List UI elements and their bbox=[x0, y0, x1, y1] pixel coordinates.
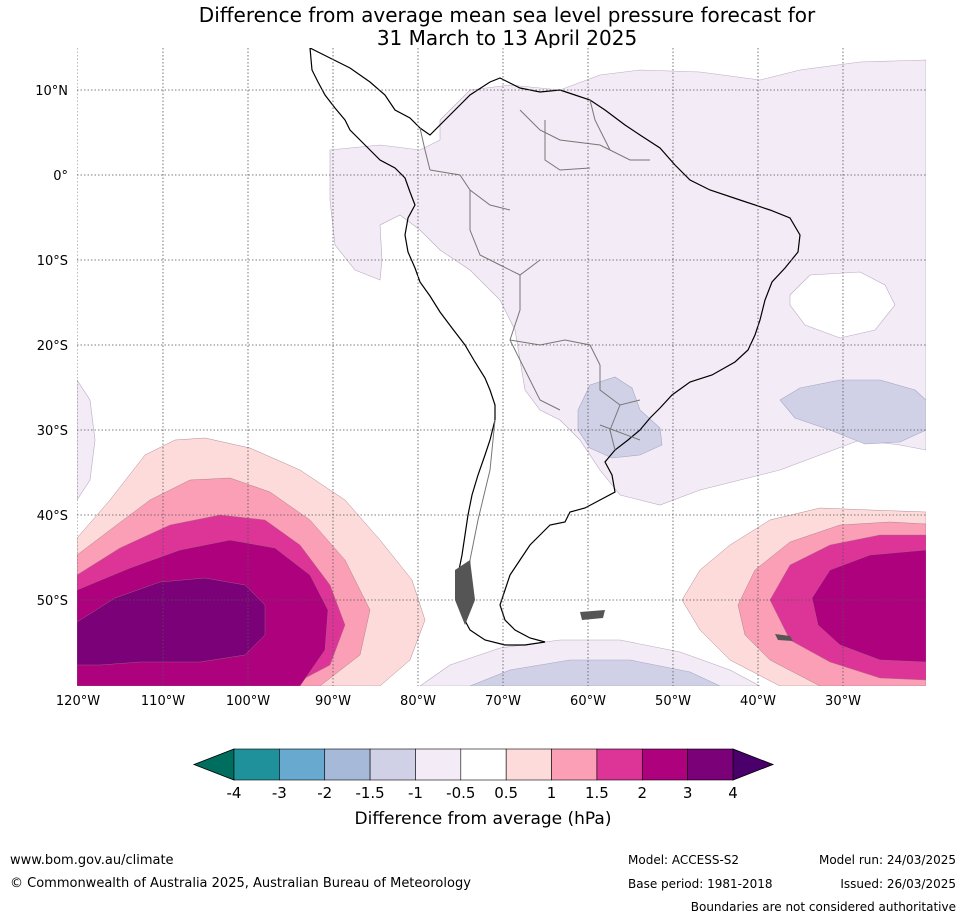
colorbar-segment bbox=[596, 748, 643, 781]
lat-label: 30°S bbox=[37, 424, 68, 439]
colorbar-tick-label: -1 bbox=[408, 784, 423, 802]
model-name: Model: ACCESS-S2 bbox=[628, 853, 740, 867]
lon-label: 90°W bbox=[315, 694, 351, 709]
colorbar-tick-label: 1 bbox=[547, 784, 557, 802]
model-run: Model run: 24/03/2025 bbox=[818, 853, 956, 867]
colorbar-tick-label: 3 bbox=[683, 784, 693, 802]
colorbar-segment bbox=[369, 748, 416, 781]
colorbar-tick-label: -4 bbox=[227, 784, 242, 802]
map-title: Difference from average mean sea level p… bbox=[0, 4, 965, 50]
lat-label: 20°S bbox=[37, 339, 68, 354]
lon-label: 30°W bbox=[825, 694, 861, 709]
colorbar-tick-label: -1.5 bbox=[355, 784, 384, 802]
colorbar-segment bbox=[415, 748, 462, 781]
latitude-labels: 10°N 0° 10°S 20°S 30°S 40°S 50°S bbox=[35, 84, 68, 609]
neutral-hole bbox=[789, 271, 896, 339]
colorbar-label: Difference from average (hPa) bbox=[355, 809, 612, 829]
colorbar-tick-label: 2 bbox=[637, 784, 647, 802]
colorbar-segments bbox=[192, 748, 775, 781]
issued-date: Issued: 26/03/2025 bbox=[840, 877, 956, 891]
colorbar-tick-label: -3 bbox=[272, 784, 287, 802]
lon-label: 100°W bbox=[226, 694, 270, 709]
lon-label: 50°W bbox=[655, 694, 691, 709]
lon-label: 110°W bbox=[141, 694, 185, 709]
colorbar-tick-label: 0.5 bbox=[494, 784, 518, 802]
boundaries-disclaimer: Boundaries are not considered authoritat… bbox=[690, 900, 956, 914]
graticule bbox=[77, 48, 926, 686]
lon-label: 70°W bbox=[485, 694, 521, 709]
longitude-labels: 120°W 110°W 100°W 90°W 80°W 70°W 60°W 50… bbox=[56, 694, 861, 709]
negative-band-south-inner bbox=[469, 659, 721, 686]
colorbar-ticks: -4 -3 -2 -1.5 -1 -0.5 0.5 1 1.5 2 3 4 bbox=[227, 784, 738, 802]
coastal-detail bbox=[455, 560, 793, 641]
positive-anomaly-east bbox=[681, 507, 926, 686]
colorbar-segment bbox=[279, 748, 326, 781]
colorbar-segment bbox=[460, 748, 507, 781]
colorbar-tick-label: -0.5 bbox=[446, 784, 475, 802]
lon-label: 40°W bbox=[740, 694, 776, 709]
title-line-1: Difference from average mean sea level p… bbox=[198, 3, 816, 27]
colorbar-tick-label: 1.5 bbox=[585, 784, 609, 802]
lat-label: 10°N bbox=[35, 84, 68, 99]
negative-patch-east bbox=[779, 379, 926, 445]
colorbar-segment bbox=[233, 748, 280, 781]
base-period: Base period: 1981-2018 bbox=[628, 877, 773, 891]
lat-label: 0° bbox=[53, 169, 68, 184]
lat-label: 10°S bbox=[37, 254, 68, 269]
colorbar-tick-label: 4 bbox=[728, 784, 738, 802]
map-area bbox=[77, 48, 926, 686]
colorbar-segment bbox=[641, 748, 688, 781]
colorbar-extend-low bbox=[192, 748, 235, 781]
colorbar-tick-label: -2 bbox=[317, 784, 332, 802]
title-line-2: 31 March to 13 April 2025 bbox=[376, 26, 638, 50]
copyright-text: © Commonwealth of Australia 2025, Austra… bbox=[10, 876, 471, 891]
positive-anomaly-west bbox=[77, 437, 426, 686]
colorbar-segment bbox=[505, 748, 552, 781]
lat-label: 50°S bbox=[37, 594, 68, 609]
website-link[interactable]: www.bom.gov.au/climate bbox=[10, 853, 174, 868]
lon-label: 60°W bbox=[570, 694, 606, 709]
colorbar-extend-high bbox=[732, 748, 775, 781]
colorbar-segment bbox=[551, 748, 598, 781]
lat-label: 40°S bbox=[37, 509, 68, 524]
colorbar-segment bbox=[687, 748, 734, 781]
lon-label: 80°W bbox=[400, 694, 436, 709]
colorbar: -4 -3 -2 -1.5 -1 -0.5 0.5 1 1.5 2 3 4 Difference fr… bbox=[192, 748, 775, 829]
colorbar-segment bbox=[324, 748, 371, 781]
landmass bbox=[309, 48, 801, 646]
negative-patch-west bbox=[77, 379, 96, 501]
lon-label: 120°W bbox=[56, 694, 100, 709]
